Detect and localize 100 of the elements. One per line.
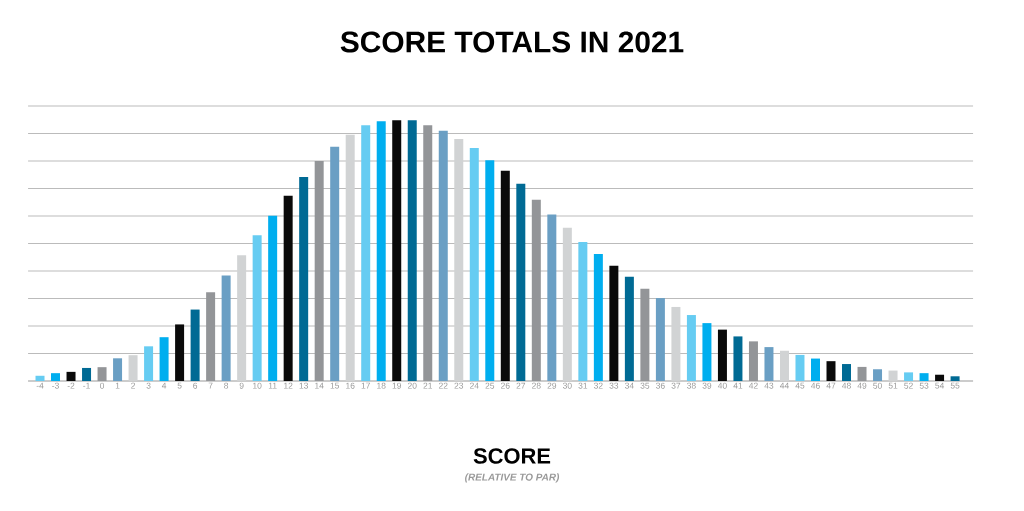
bar	[283, 195, 293, 381]
bar	[82, 367, 92, 381]
x-tick-label: 8	[224, 382, 229, 389]
x-tick-label: 2	[131, 382, 135, 389]
x-tick-label: 29	[547, 382, 557, 389]
bar	[888, 370, 898, 381]
bar	[593, 254, 603, 381]
x-tick-label: 19	[392, 382, 402, 389]
bar	[935, 374, 945, 381]
x-tick-label: 27	[516, 382, 526, 389]
bar	[842, 364, 852, 381]
bar	[655, 298, 665, 381]
x-tick-label: 39	[702, 382, 712, 389]
bar	[919, 373, 929, 381]
bar	[345, 134, 355, 381]
x-tick-label: 0	[100, 382, 105, 389]
bar	[873, 369, 883, 381]
x-tick-label: 50	[873, 382, 882, 389]
bar	[35, 375, 45, 381]
x-tick-label: 26	[501, 382, 510, 389]
x-tick-label: 41	[733, 382, 743, 389]
x-tick-label: 33	[609, 382, 619, 389]
bar	[454, 139, 464, 381]
bar	[609, 265, 619, 381]
bar	[407, 120, 417, 381]
x-tick-label: 35	[640, 382, 650, 389]
bar	[950, 376, 960, 381]
bar	[128, 355, 138, 381]
bar	[795, 354, 805, 381]
x-tick-label: 3	[146, 382, 151, 389]
bar	[206, 292, 216, 381]
x-tick-label: 17	[361, 382, 370, 389]
bar	[175, 324, 185, 381]
bar	[779, 350, 789, 381]
x-tick-label: 45	[795, 382, 805, 389]
bar	[702, 323, 712, 381]
bar	[733, 336, 743, 381]
bar	[252, 235, 262, 381]
x-tick-label: 1	[115, 382, 120, 389]
bar	[686, 315, 696, 381]
x-tick-label: 10	[253, 382, 262, 389]
bar	[392, 120, 402, 381]
chart-title: SCORE TOTALS IN 2021	[340, 31, 684, 53]
x-tick-label: 18	[377, 382, 386, 389]
x-tick-label: 43	[764, 382, 774, 389]
bar	[438, 130, 448, 381]
bar	[159, 337, 169, 381]
bar	[857, 366, 867, 381]
x-tick-label: 48	[841, 382, 851, 389]
bar	[330, 146, 340, 381]
x-tick-label: 38	[687, 382, 696, 389]
x-tick-label: 47	[826, 382, 836, 389]
x-tick-label: 32	[593, 382, 603, 389]
x-tick-label: 52	[904, 382, 913, 389]
x-tick-label: 12	[284, 382, 293, 389]
x-tick-label: 25	[485, 382, 495, 389]
bar	[113, 358, 123, 381]
x-tick-label: 16	[346, 382, 355, 389]
bar	[547, 214, 557, 381]
x-tick-label: 21	[423, 382, 433, 389]
bar	[764, 347, 774, 381]
x-tick-label: 20	[407, 382, 417, 389]
bar	[810, 358, 820, 381]
bar	[500, 170, 510, 381]
x-tick-label: 42	[748, 382, 758, 389]
x-tick-label: 55	[950, 382, 960, 389]
x-tick-label: -3	[52, 382, 59, 389]
bar	[66, 371, 76, 381]
bar	[221, 275, 231, 381]
bar	[237, 255, 247, 381]
x-tick-label: 34	[625, 382, 634, 389]
bar	[904, 372, 914, 381]
bar	[485, 160, 495, 381]
bar	[190, 309, 200, 381]
x-tick-label: 53	[919, 382, 929, 389]
x-tick-label: 37	[671, 382, 681, 389]
x-tick-label: 44	[779, 382, 789, 389]
x-tick-label: 36	[656, 382, 665, 389]
bar	[361, 125, 371, 381]
text: (RELATIVE TO PAR)	[465, 473, 560, 483]
bar	[826, 361, 836, 381]
x-tick-label: 14	[315, 382, 324, 389]
x-tick-label: 15	[330, 382, 340, 389]
x-tick-label: 4	[161, 382, 167, 389]
x-tick-label: 9	[239, 382, 244, 389]
x-tick-label: 40	[717, 382, 727, 389]
x-tick-label: 30	[562, 382, 572, 389]
x-tick-label: 11	[268, 382, 277, 389]
bar	[578, 242, 588, 381]
bar	[97, 367, 107, 381]
x-tick-label: 51	[888, 382, 898, 389]
x-tick-label: 46	[810, 382, 820, 389]
x-axis-title: SCORE	[473, 448, 551, 464]
x-tick-label: 31	[578, 382, 588, 389]
bar	[268, 215, 278, 381]
bar	[748, 341, 758, 381]
bar	[51, 373, 61, 381]
x-tick-label: -2	[67, 382, 75, 389]
x-tick-label: 28	[532, 382, 541, 389]
x-tick-label: 5	[177, 382, 182, 389]
